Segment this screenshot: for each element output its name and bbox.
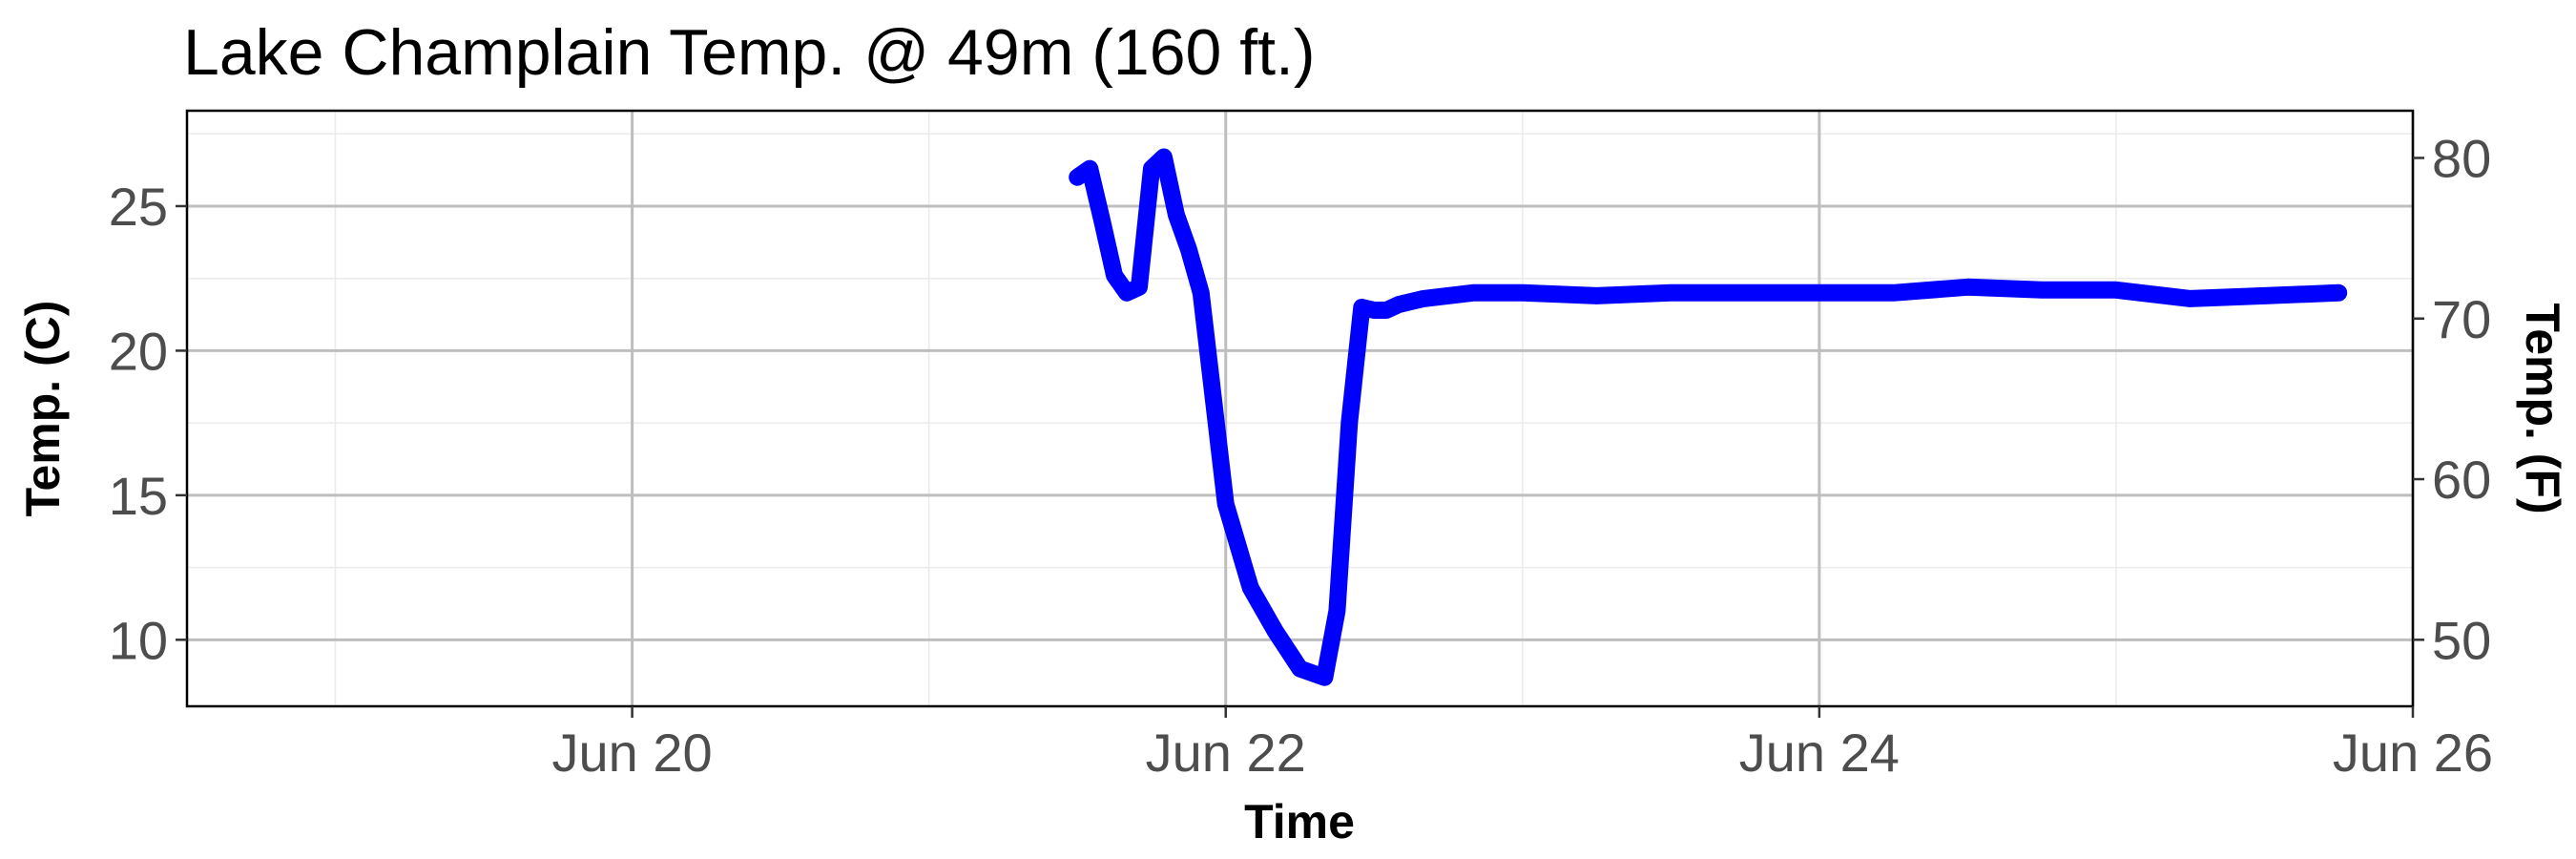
y-axis-left: 10 15 20 25 bbox=[109, 177, 187, 670]
grid-major bbox=[187, 111, 2415, 706]
y2-tick-label: 70 bbox=[2432, 289, 2491, 349]
x-tick-label: Jun 26 bbox=[2333, 723, 2493, 783]
x-tick-label: Jun 24 bbox=[1739, 723, 1900, 783]
y2-tick-label: 50 bbox=[2432, 610, 2491, 670]
y-tick-label: 10 bbox=[109, 610, 168, 670]
x-tick-label: Jun 20 bbox=[552, 723, 713, 783]
x-tick-label: Jun 22 bbox=[1146, 723, 1306, 783]
y2-axis-title: Temp. (F) bbox=[2516, 303, 2569, 513]
y-tick-label: 20 bbox=[109, 321, 168, 381]
chart-title: Lake Champlain Temp. @ 49m (160 ft.) bbox=[183, 16, 1316, 89]
x-axis: Jun 20 Jun 22 Jun 24 Jun 26 bbox=[552, 706, 2493, 783]
y-tick-label: 25 bbox=[109, 177, 168, 237]
y2-tick-label: 60 bbox=[2432, 450, 2491, 510]
y-tick-label: 15 bbox=[109, 466, 168, 526]
temperature-line bbox=[1069, 148, 2348, 686]
y-axis-title: Temp. (C) bbox=[16, 301, 70, 517]
plot-border bbox=[185, 109, 2415, 708]
plot-panel bbox=[187, 111, 2413, 706]
grid-minor bbox=[187, 111, 2413, 706]
y2-tick-label: 80 bbox=[2432, 128, 2491, 188]
y-axis-right: 50 60 70 80 bbox=[2413, 128, 2491, 670]
x-axis-title: Time bbox=[1244, 795, 1355, 849]
